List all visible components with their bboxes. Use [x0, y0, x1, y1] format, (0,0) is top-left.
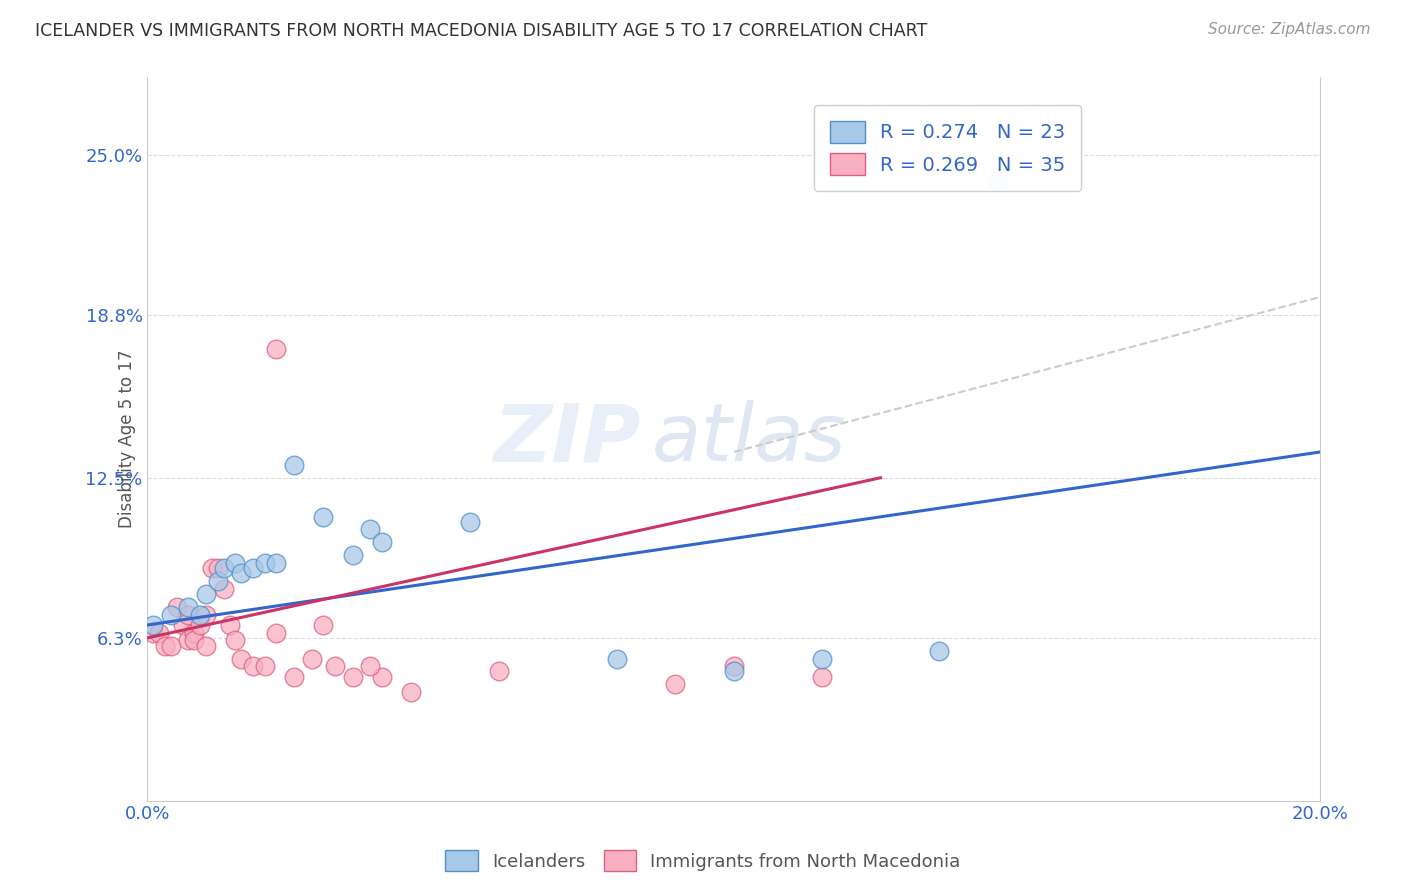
Point: [242, 561, 264, 575]
Point: [212, 582, 235, 596]
Point: [224, 633, 246, 648]
Point: [371, 670, 394, 684]
Point: [371, 535, 394, 549]
Point: [183, 633, 205, 648]
Point: [723, 659, 745, 673]
Point: [312, 509, 335, 524]
Y-axis label: Disability Age 5 to 17: Disability Age 5 to 17: [118, 350, 136, 528]
Text: Source: ZipAtlas.com: Source: ZipAtlas.com: [1208, 22, 1371, 37]
Point: [207, 561, 229, 575]
Text: ICELANDER VS IMMIGRANTS FROM NORTH MACEDONIA DISABILITY AGE 5 TO 17 CORRELATION : ICELANDER VS IMMIGRANTS FROM NORTH MACED…: [35, 22, 928, 40]
Point: [664, 677, 686, 691]
Point: [160, 607, 183, 622]
Point: [218, 618, 240, 632]
Point: [283, 458, 305, 472]
Point: [606, 651, 628, 665]
Point: [811, 651, 834, 665]
Text: ZIP: ZIP: [492, 400, 640, 478]
Point: [811, 670, 834, 684]
Point: [231, 651, 253, 665]
Point: [312, 618, 335, 632]
Point: [401, 685, 423, 699]
Point: [195, 639, 218, 653]
Point: [987, 174, 1010, 188]
Legend: R = 0.274   N = 23, R = 0.269   N = 35: R = 0.274 N = 23, R = 0.269 N = 35: [814, 105, 1081, 191]
Point: [195, 607, 218, 622]
Point: [177, 633, 200, 648]
Point: [342, 548, 364, 562]
Point: [201, 561, 224, 575]
Point: [166, 599, 188, 614]
Point: [928, 644, 950, 658]
Legend: Icelanders, Immigrants from North Macedonia: Icelanders, Immigrants from North Macedo…: [439, 843, 967, 879]
Point: [488, 665, 510, 679]
Point: [266, 625, 288, 640]
Point: [188, 618, 211, 632]
Point: [359, 659, 381, 673]
Point: [359, 523, 381, 537]
Point: [160, 639, 183, 653]
Point: [323, 659, 346, 673]
Point: [195, 587, 218, 601]
Point: [301, 651, 323, 665]
Text: atlas: atlas: [652, 400, 846, 478]
Point: [183, 625, 205, 640]
Point: [172, 618, 194, 632]
Point: [253, 556, 276, 570]
Point: [458, 515, 481, 529]
Point: [207, 574, 229, 588]
Point: [142, 625, 165, 640]
Point: [231, 566, 253, 581]
Point: [266, 556, 288, 570]
Point: [153, 639, 176, 653]
Point: [242, 659, 264, 673]
Point: [253, 659, 276, 673]
Point: [723, 665, 745, 679]
Point: [148, 625, 170, 640]
Point: [188, 607, 211, 622]
Point: [212, 561, 235, 575]
Point: [177, 607, 200, 622]
Point: [177, 599, 200, 614]
Point: [342, 670, 364, 684]
Point: [224, 556, 246, 570]
Point: [283, 670, 305, 684]
Point: [142, 618, 165, 632]
Point: [266, 342, 288, 356]
